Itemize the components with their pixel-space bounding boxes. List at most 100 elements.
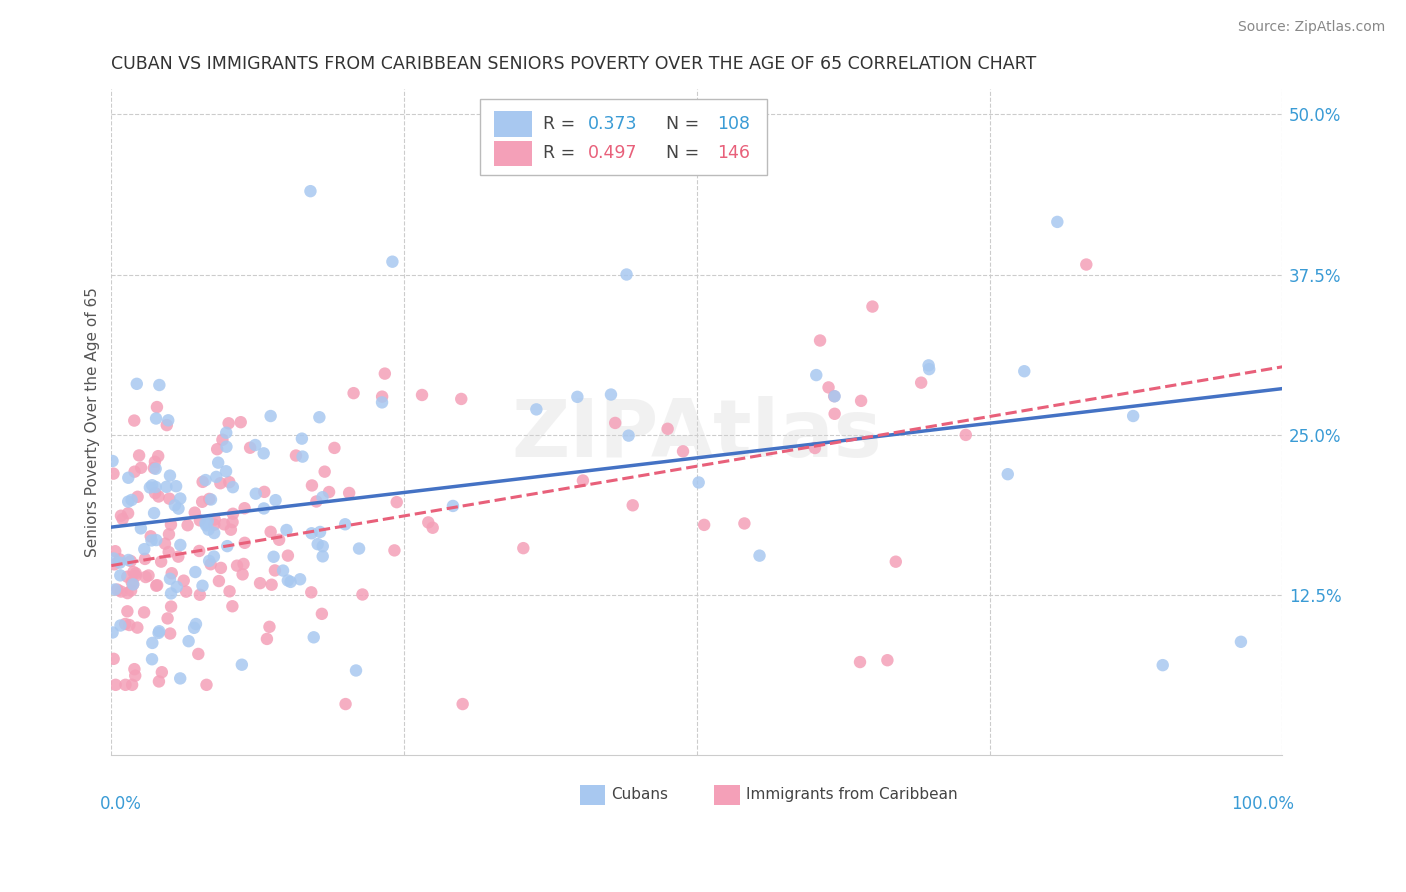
Point [253,446,276,460]
Text: 0.497: 0.497 [588,145,637,162]
Point [806,368,828,382]
Point [817,380,839,394]
Point [104,678,127,692]
Point [301,478,323,492]
Point [146,400,169,414]
Point [132,606,155,620]
Point [103,652,125,666]
Point [997,467,1019,482]
Point [337,486,360,500]
Point [194,473,217,487]
Point [139,480,162,494]
Point [145,480,167,494]
Text: ZIPAtlas: ZIPAtlas [512,396,882,475]
Point [141,652,163,666]
Point [117,586,139,600]
Point [600,387,623,401]
Point [160,566,183,581]
Point [121,575,143,590]
Point [305,494,328,508]
Point [117,570,139,584]
Point [318,485,340,500]
Point [120,583,142,598]
Point [188,544,211,558]
Point [352,587,374,601]
Point [202,549,225,564]
Point [156,418,179,433]
Point [145,411,167,425]
Point [141,636,163,650]
Point [148,378,170,392]
Point [146,578,169,592]
Point [291,450,314,464]
Point [114,678,136,692]
Point [371,395,394,409]
Point [411,388,433,402]
Point [605,416,627,430]
Point [145,533,167,547]
Y-axis label: Seniors Poverty Over the Age of 65: Seniors Poverty Over the Age of 65 [86,287,100,557]
Text: 100.0%: 100.0% [1230,796,1294,814]
Point [125,566,148,581]
Point [450,392,472,406]
Point [311,607,333,621]
Point [884,555,907,569]
Point [824,389,846,403]
Point [148,490,170,504]
Point [347,541,370,556]
Point [215,464,238,478]
Point [169,491,191,506]
Point [103,551,125,566]
Point [232,567,254,582]
Point [165,479,187,493]
Point [917,359,939,373]
Point [259,524,281,539]
Text: 0.0%: 0.0% [100,796,142,814]
Point [150,665,173,680]
Point [233,501,256,516]
Point [617,428,640,442]
Point [159,468,181,483]
Point [621,498,644,512]
Point [117,506,139,520]
Point [124,668,146,682]
Point [110,618,132,632]
Text: CUBAN VS IMMIGRANTS FROM CARIBBEAN SENIORS POVERTY OVER THE AGE OF 65 CORRELATIO: CUBAN VS IMMIGRANTS FROM CARIBBEAN SENIO… [111,55,1036,73]
Point [422,521,444,535]
Point [117,494,139,508]
Point [208,574,231,588]
Point [910,376,932,390]
Point [209,561,232,575]
Point [217,539,239,553]
Point [134,552,156,566]
Point [308,410,330,425]
Point [1046,215,1069,229]
Point [155,480,177,494]
Point [276,523,298,537]
Point [198,491,221,506]
Point [117,553,139,567]
Point [124,465,146,479]
Point [849,655,872,669]
Point [1076,258,1098,272]
Point [127,621,149,635]
Point [277,549,299,563]
Point [157,413,180,427]
Point [245,438,267,452]
Point [253,484,276,499]
Point [135,570,157,584]
Point [122,413,145,427]
Point [824,407,846,421]
Point [512,541,534,556]
Point [160,599,183,614]
Point [141,478,163,492]
Point [148,449,170,463]
Point [302,630,325,644]
Point [134,542,156,557]
Point [307,537,329,551]
Point [121,492,143,507]
Point [124,662,146,676]
FancyBboxPatch shape [579,785,606,805]
Point [249,576,271,591]
Point [148,624,170,639]
